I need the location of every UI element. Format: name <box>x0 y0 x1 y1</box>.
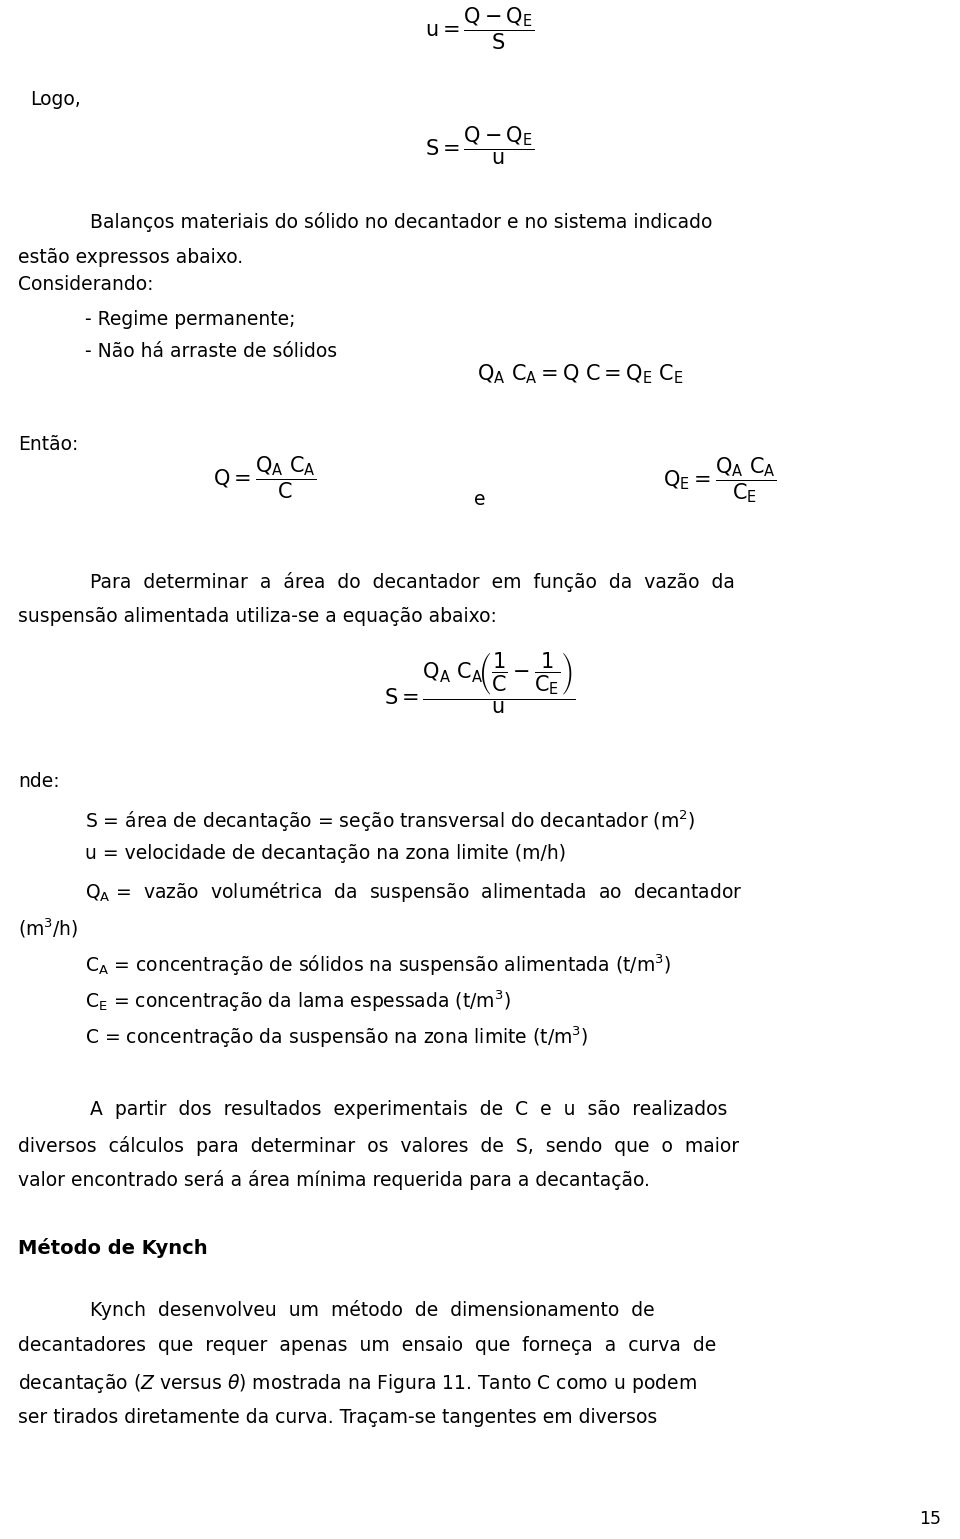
Text: valor encontrado será a área mínima requerida para a decantação.: valor encontrado será a área mínima requ… <box>18 1170 650 1190</box>
Text: $\mathrm{Q}_{\mathrm{A}}$ =  vazão  volumétrica  da  suspensão  alimentada  ao  : $\mathrm{Q}_{\mathrm{A}}$ = vazão volumé… <box>85 880 742 903</box>
Text: diversos  cálculos  para  determinar  os  valores  de  S,  sendo  que  o  maior: diversos cálculos para determinar os val… <box>18 1136 739 1156</box>
Text: $\mathrm{S} = \dfrac{\mathrm{Q}_{\mathrm{A}}\ \mathrm{C}_{\mathrm{A}}\!\left(\df: $\mathrm{S} = \dfrac{\mathrm{Q}_{\mathrm… <box>384 649 576 716</box>
Text: Balanços materiais do sólido no decantador e no sistema indicado: Balanços materiais do sólido no decantad… <box>90 212 712 232</box>
Text: Para  determinar  a  área  do  decantador  em  função  da  vazão  da: Para determinar a área do decantador em … <box>90 573 734 593</box>
Text: - Não há arraste de sólidos: - Não há arraste de sólidos <box>85 342 337 362</box>
Text: suspensão alimentada utiliza-se a equação abaixo:: suspensão alimentada utiliza-se a equaçã… <box>18 606 497 626</box>
Text: C = concentração da suspensão na zona limite (t/m$^3$): C = concentração da suspensão na zona li… <box>85 1023 588 1050</box>
Text: Método de Kynch: Método de Kynch <box>18 1237 207 1257</box>
Text: Kynch  desenvolveu  um  método  de  dimensionamento  de: Kynch desenvolveu um método de dimension… <box>90 1300 655 1320</box>
Text: ser tirados diretamente da curva. Traçam-se tangentes em diversos: ser tirados diretamente da curva. Traçam… <box>18 1408 658 1427</box>
Text: Considerando:: Considerando: <box>18 275 154 294</box>
Text: $\mathrm{S} = \dfrac{\mathrm{Q} - \mathrm{Q}_{\mathrm{E}}}{\mathrm{u}}$: $\mathrm{S} = \dfrac{\mathrm{Q} - \mathr… <box>425 125 535 168</box>
Text: u = velocidade de decantação na zona limite (m/h): u = velocidade de decantação na zona lim… <box>85 843 566 863</box>
Text: $\mathrm{Q} = \dfrac{\mathrm{Q}_{\mathrm{A}}\ \mathrm{C}_{\mathrm{A}}}{\mathrm{C: $\mathrm{Q} = \dfrac{\mathrm{Q}_{\mathrm… <box>213 456 317 502</box>
Text: nde:: nde: <box>18 773 60 791</box>
Text: $\mathrm{u} = \dfrac{\mathrm{Q} - \mathrm{Q}_{\mathrm{E}}}{\mathrm{S}}$: $\mathrm{u} = \dfrac{\mathrm{Q} - \mathr… <box>425 6 535 52</box>
Text: 15: 15 <box>919 1510 941 1528</box>
Text: A  partir  dos  resultados  experimentais  de  C  e  u  são  realizados: A partir dos resultados experimentais de… <box>90 1100 728 1119</box>
Text: $\mathrm{C}_{\mathrm{A}}$ = concentração de sólidos na suspensão alimentada (t/m: $\mathrm{C}_{\mathrm{A}}$ = concentração… <box>85 953 671 977</box>
Text: $\mathrm{Q}_{\mathrm{A}}\ \mathrm{C}_{\mathrm{A}} = \mathrm{Q}\ \mathrm{C} = \ma: $\mathrm{Q}_{\mathrm{A}}\ \mathrm{C}_{\m… <box>477 362 684 386</box>
Text: Então:: Então: <box>18 436 79 454</box>
Text: $\mathrm{Q}_{\mathrm{E}} = \dfrac{\mathrm{Q}_{\mathrm{A}}\ \mathrm{C}_{\mathrm{A: $\mathrm{Q}_{\mathrm{E}} = \dfrac{\mathr… <box>663 456 777 505</box>
Text: e: e <box>474 489 486 509</box>
Text: $\mathrm{C}_{\mathrm{E}}$ = concentração da lama espessada (t/m$^3$): $\mathrm{C}_{\mathrm{E}}$ = concentração… <box>85 988 511 1014</box>
Text: estão expressos abaixo.: estão expressos abaixo. <box>18 248 243 266</box>
Text: decantadores  que  requer  apenas  um  ensaio  que  forneça  a  curva  de: decantadores que requer apenas um ensaio… <box>18 1336 716 1354</box>
Text: (m$^3$/h): (m$^3$/h) <box>18 916 79 939</box>
Text: S = área de decantação = seção transversal do decantador (m$^2$): S = área de decantação = seção transvers… <box>85 808 695 834</box>
Text: - Regime permanente;: - Regime permanente; <box>85 309 296 329</box>
Text: Logo,: Logo, <box>30 89 81 109</box>
Text: decantação ($Z$ versus $\theta$) mostrada na Figura 11. Tanto C como u podem: decantação ($Z$ versus $\theta$) mostrad… <box>18 1371 697 1394</box>
